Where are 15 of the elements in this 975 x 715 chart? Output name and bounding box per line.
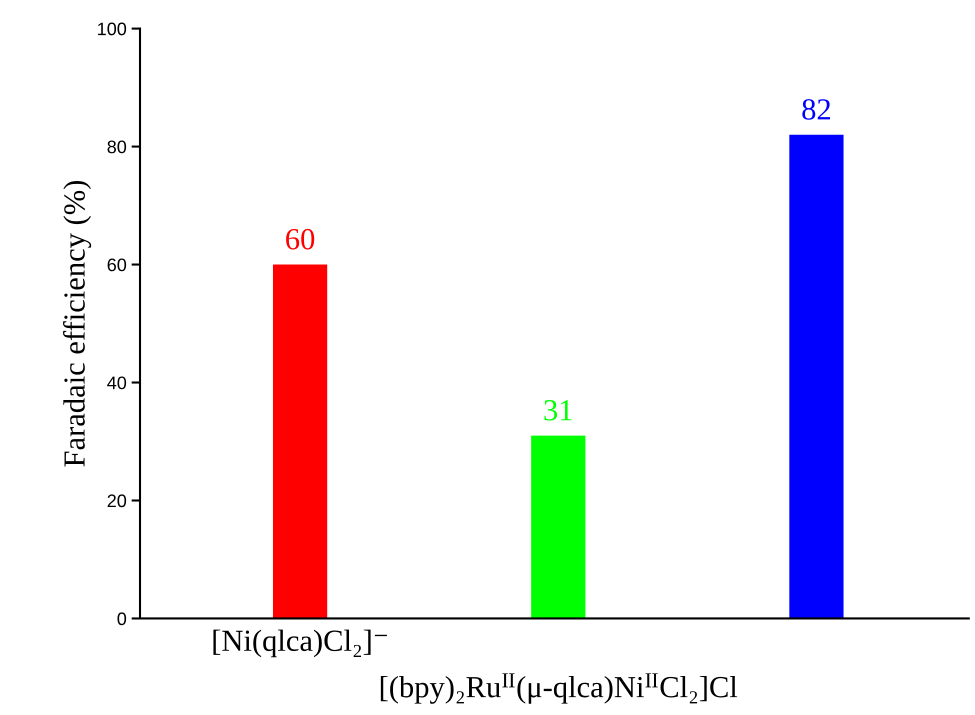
y-tick-label: 20 — [108, 494, 126, 508]
y-tick-label: 0 — [117, 612, 126, 626]
y-tick-label: 60 — [108, 258, 126, 272]
y-axis-title: Faradaic efficiency (%) — [63, 180, 92, 467]
bar — [789, 134, 844, 618]
y-tick-label: 80 — [108, 140, 126, 154]
y-tick-label: 100 — [98, 22, 126, 36]
x-tick-label: [(bpy)₂Ru$^{II}$(μ-qlca)Ni$^{II}$Cl₂]Cl — [380, 673, 738, 704]
data-label: 31 — [544, 400, 572, 421]
bar — [531, 436, 586, 618]
y-tick-label: 40 — [107, 376, 126, 390]
x-tick-label: [Ni(qlca)Cl₂]⁻ — [213, 630, 387, 658]
data-label: 82 — [802, 99, 830, 120]
data-label: 60 — [286, 228, 314, 250]
bar — [272, 264, 328, 618]
